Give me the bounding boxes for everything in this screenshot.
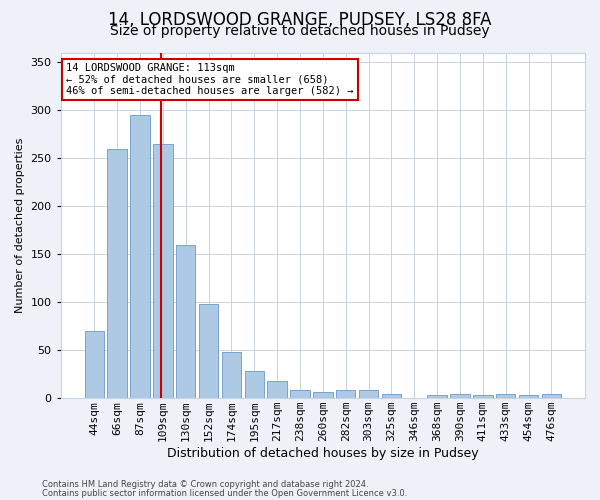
Text: Contains public sector information licensed under the Open Government Licence v3: Contains public sector information licen… — [42, 488, 407, 498]
Bar — [85, 331, 104, 398]
Text: Size of property relative to detached houses in Pudsey: Size of property relative to detached ho… — [110, 24, 490, 38]
Bar — [245, 372, 264, 398]
Text: 14, LORDSWOOD GRANGE, PUDSEY, LS28 8FA: 14, LORDSWOOD GRANGE, PUDSEY, LS28 8FA — [108, 11, 492, 29]
Bar — [519, 396, 538, 398]
Bar — [382, 394, 401, 398]
Bar — [496, 394, 515, 398]
Bar — [336, 390, 355, 398]
Text: Contains HM Land Registry data © Crown copyright and database right 2024.: Contains HM Land Registry data © Crown c… — [42, 480, 368, 489]
Bar — [107, 148, 127, 398]
Y-axis label: Number of detached properties: Number of detached properties — [15, 138, 25, 313]
Bar — [153, 144, 173, 398]
Bar — [542, 394, 561, 398]
Bar — [313, 392, 332, 398]
Bar — [427, 396, 447, 398]
Bar — [290, 390, 310, 398]
X-axis label: Distribution of detached houses by size in Pudsey: Distribution of detached houses by size … — [167, 447, 479, 460]
Bar — [450, 394, 470, 398]
Bar — [130, 115, 149, 398]
Bar — [268, 381, 287, 398]
Text: 14 LORDSWOOD GRANGE: 113sqm
← 52% of detached houses are smaller (658)
46% of se: 14 LORDSWOOD GRANGE: 113sqm ← 52% of det… — [66, 63, 353, 96]
Bar — [199, 304, 218, 398]
Bar — [221, 352, 241, 398]
Bar — [359, 390, 378, 398]
Bar — [176, 244, 196, 398]
Bar — [473, 396, 493, 398]
